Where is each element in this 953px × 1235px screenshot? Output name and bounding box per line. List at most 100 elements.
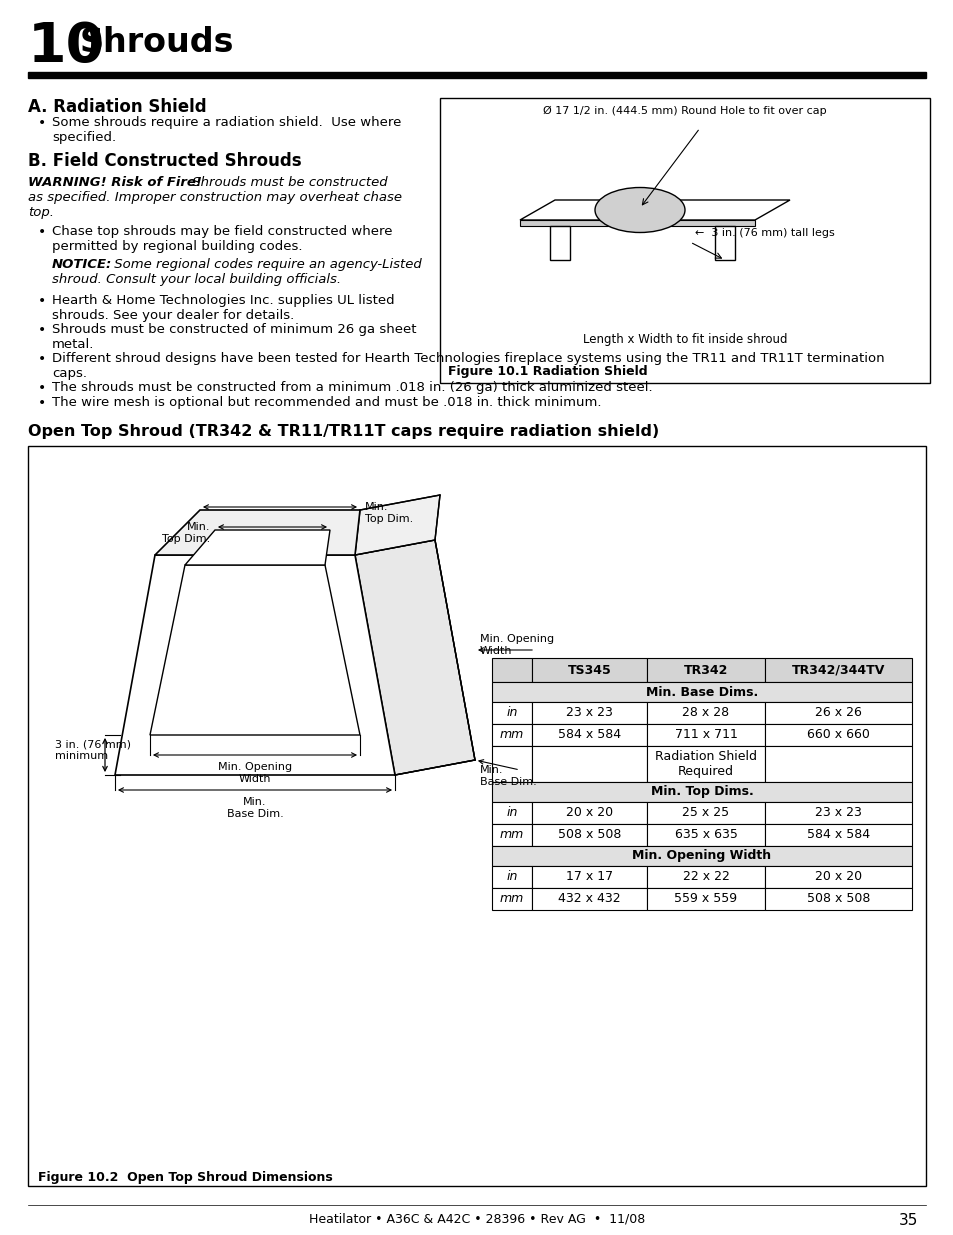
Bar	[532, 746, 646, 782]
Polygon shape	[550, 226, 569, 261]
Bar	[492, 888, 532, 910]
Bar	[646, 658, 764, 682]
Bar	[764, 746, 911, 782]
Text: Different shroud designs have been tested for Hearth Technologies fireplace syst: Different shroud designs have been teste…	[52, 352, 883, 380]
Polygon shape	[714, 226, 734, 261]
Polygon shape	[355, 540, 475, 776]
Text: The wire mesh is optional but recommended and must be .018 in. thick minimum.: The wire mesh is optional but recommende…	[52, 396, 601, 409]
Bar	[492, 658, 532, 682]
Text: Shrouds must be constructed: Shrouds must be constructed	[188, 177, 387, 189]
Text: 635 x 635: 635 x 635	[674, 829, 737, 841]
Text: •: •	[38, 225, 46, 240]
Text: 17 x 17: 17 x 17	[565, 871, 613, 883]
Text: TR342/344TV: TR342/344TV	[791, 663, 884, 677]
Polygon shape	[519, 200, 789, 220]
Text: in: in	[506, 806, 517, 820]
Text: 584 x 584: 584 x 584	[806, 829, 869, 841]
Text: top.: top.	[28, 206, 54, 219]
Bar	[764, 701, 911, 724]
Text: WARNING! Risk of Fire!: WARNING! Risk of Fire!	[28, 177, 202, 189]
Text: Figure 10.2  Open Top Shroud Dimensions: Figure 10.2 Open Top Shroud Dimensions	[38, 1171, 333, 1184]
Text: 35: 35	[898, 1213, 917, 1228]
Text: as specified. Improper construction may overheat chase: as specified. Improper construction may …	[28, 191, 401, 204]
Text: Some shrouds require a radiation shield.  Use where
specified.: Some shrouds require a radiation shield.…	[52, 116, 401, 144]
Bar	[492, 824, 532, 846]
Text: The shrouds must be constructed from a minimum .018 in. (26 ga) thick aluminized: The shrouds must be constructed from a m…	[52, 382, 652, 394]
Bar	[764, 802, 911, 824]
Text: Hearth & Home Technologies Inc. supplies UL listed
shrouds. See your dealer for : Hearth & Home Technologies Inc. supplies…	[52, 294, 395, 322]
Bar	[764, 658, 911, 682]
Text: 3 in. (76 mm)
minimum: 3 in. (76 mm) minimum	[55, 740, 131, 761]
Text: NOTICE:: NOTICE:	[52, 258, 112, 270]
Bar	[532, 866, 646, 888]
Text: •: •	[38, 382, 46, 395]
Text: in: in	[506, 706, 517, 720]
Text: •: •	[38, 396, 46, 410]
Text: Min. Opening Width: Min. Opening Width	[632, 850, 771, 862]
Text: B. Field Constructed Shrouds: B. Field Constructed Shrouds	[28, 152, 301, 170]
Polygon shape	[154, 510, 359, 555]
Text: 508 x 508: 508 x 508	[558, 829, 620, 841]
Bar	[764, 866, 911, 888]
Bar	[532, 724, 646, 746]
Text: 711 x 711: 711 x 711	[674, 729, 737, 741]
Polygon shape	[185, 530, 330, 564]
Bar	[532, 824, 646, 846]
Text: 584 x 584: 584 x 584	[558, 729, 620, 741]
Text: •: •	[38, 116, 46, 130]
Text: Heatilator • A36C & A42C • 28396 • Rev AG  •  11/08: Heatilator • A36C & A42C • 28396 • Rev A…	[309, 1213, 644, 1226]
Bar	[646, 701, 764, 724]
Bar	[646, 724, 764, 746]
Polygon shape	[115, 555, 395, 776]
Text: Min. Opening
Width: Min. Opening Width	[217, 762, 292, 783]
Text: mm: mm	[499, 829, 523, 841]
Text: 660 x 660: 660 x 660	[806, 729, 869, 741]
Bar	[492, 746, 532, 782]
Text: Shrouds: Shrouds	[80, 26, 234, 59]
Text: 559 x 559: 559 x 559	[674, 893, 737, 905]
Polygon shape	[150, 564, 359, 735]
Bar	[492, 682, 911, 701]
Text: 23 x 23: 23 x 23	[565, 706, 612, 720]
Ellipse shape	[595, 188, 684, 232]
Bar	[532, 802, 646, 824]
Text: mm: mm	[499, 729, 523, 741]
Bar	[492, 802, 532, 824]
Bar	[646, 866, 764, 888]
Bar	[646, 888, 764, 910]
Polygon shape	[519, 220, 754, 226]
Text: Min.
Top Dim.: Min. Top Dim.	[162, 522, 210, 543]
Bar	[492, 701, 532, 724]
Text: Min. Top Dims.: Min. Top Dims.	[650, 785, 753, 799]
Bar	[28, 446, 925, 1186]
Text: TR342: TR342	[683, 663, 727, 677]
Text: 10: 10	[28, 20, 105, 74]
Text: •: •	[38, 294, 46, 308]
Text: Chase top shrouds may be field constructed where
permitted by regional building : Chase top shrouds may be field construct…	[52, 225, 392, 253]
Text: ←  3 in. (76 mm) tall legs: ← 3 in. (76 mm) tall legs	[695, 228, 834, 238]
Bar	[28, 72, 925, 78]
Text: Length x Width to fit inside shroud: Length x Width to fit inside shroud	[582, 333, 786, 346]
Bar	[532, 658, 646, 682]
Text: A. Radiation Shield: A. Radiation Shield	[28, 98, 207, 116]
Bar	[764, 824, 911, 846]
Text: Min.
Base Dim.: Min. Base Dim.	[479, 764, 537, 787]
Text: •: •	[38, 352, 46, 366]
Text: •: •	[38, 324, 46, 337]
Text: 20 x 20: 20 x 20	[814, 871, 862, 883]
Bar	[646, 802, 764, 824]
Text: Some regional codes require an agency-Listed: Some regional codes require an agency-Li…	[110, 258, 421, 270]
Bar	[646, 824, 764, 846]
Bar	[492, 724, 532, 746]
Bar	[646, 746, 764, 782]
Bar	[492, 866, 532, 888]
Text: 432 x 432: 432 x 432	[558, 893, 620, 905]
Text: 20 x 20: 20 x 20	[565, 806, 613, 820]
Bar	[532, 888, 646, 910]
Text: 23 x 23: 23 x 23	[814, 806, 861, 820]
Text: mm: mm	[499, 893, 523, 905]
Bar	[439, 98, 929, 383]
Text: Min. Opening
Width: Min. Opening Width	[479, 635, 554, 656]
Text: 508 x 508: 508 x 508	[806, 893, 869, 905]
Text: Ø 17 1/2 in. (444.5 mm) Round Hole to fit over cap: Ø 17 1/2 in. (444.5 mm) Round Hole to fi…	[542, 106, 826, 116]
